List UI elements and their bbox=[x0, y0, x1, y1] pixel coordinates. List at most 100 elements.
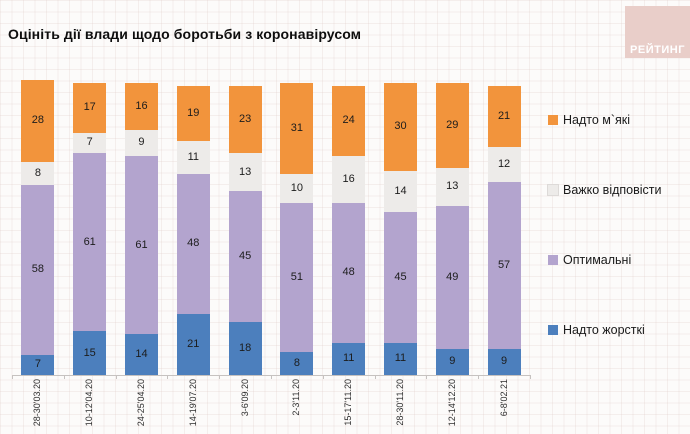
segment-value: 48 bbox=[342, 266, 355, 279]
stacked-bar: 30 14 45 11 bbox=[383, 83, 417, 375]
stacked-bar: 29 13 49 9 bbox=[435, 83, 469, 375]
segment-value: 45 bbox=[394, 270, 407, 283]
x-axis-label: 24-25'04.20 bbox=[135, 379, 146, 427]
segment-value: 57 bbox=[497, 259, 511, 272]
bar-segment: 24 bbox=[332, 85, 366, 157]
stacked-bar: 23 13 45 18 bbox=[228, 85, 262, 375]
segment-value: 21 bbox=[187, 337, 200, 350]
stacked-bar: 24 16 48 11 bbox=[332, 85, 366, 375]
segment-value: 10 bbox=[290, 181, 303, 194]
legend-label: Надто м`які bbox=[563, 113, 631, 127]
axis-tick bbox=[530, 375, 531, 379]
segment-value: 9 bbox=[449, 355, 456, 368]
bar-segment: 9 bbox=[124, 129, 158, 157]
axis-tick bbox=[167, 375, 169, 379]
bar-group: 29 13 49 9 bbox=[426, 55, 478, 375]
bar-segment: 48 bbox=[176, 173, 210, 314]
axis-tick bbox=[322, 375, 324, 379]
segment-value: 31 bbox=[290, 121, 303, 134]
bar-segment: 7 bbox=[21, 354, 55, 375]
bar-segment: 30 bbox=[383, 83, 417, 171]
segment-value: 7 bbox=[34, 358, 41, 371]
bar-group: 31 10 51 8 bbox=[271, 55, 323, 375]
bar-segment: 7 bbox=[73, 132, 107, 154]
stacked-bar: 28 8 58 7 bbox=[21, 80, 55, 375]
legend-item: Надто жорсткі bbox=[548, 322, 662, 338]
segment-value: 13 bbox=[446, 180, 459, 193]
x-axis-label: 10-12'04.20 bbox=[84, 379, 95, 427]
x-axis-label: 12-14'12.20 bbox=[446, 379, 457, 427]
segment-value: 9 bbox=[501, 355, 508, 368]
bar-segment: 61 bbox=[124, 156, 158, 335]
segment-value: 45 bbox=[238, 250, 252, 263]
legend-label: Важко відповісти bbox=[563, 183, 662, 197]
legend-label: Надто жорсткі bbox=[563, 323, 645, 337]
segment-value: 11 bbox=[342, 352, 355, 365]
segment-value: 28 bbox=[31, 114, 45, 127]
bar-segment: 8 bbox=[280, 351, 314, 375]
rating-logo-text: РЕЙТИНГ bbox=[630, 44, 685, 56]
segment-value: 15 bbox=[83, 346, 96, 359]
bar-segment: 45 bbox=[383, 211, 417, 343]
segment-value: 61 bbox=[135, 238, 148, 251]
bar-segment: 16 bbox=[124, 83, 158, 130]
axis-tick bbox=[271, 375, 272, 379]
chart-legend: Надто м`які Важко відповісти Оптимальні Над… bbox=[547, 112, 662, 392]
x-axis-label: 3-6'09.20 bbox=[239, 379, 250, 417]
segment-value: 48 bbox=[187, 237, 200, 250]
x-axis-label: 14-19'07.20 bbox=[187, 379, 198, 427]
legend-label: Оптимальні bbox=[563, 253, 632, 267]
bar-segment: 31 bbox=[280, 83, 314, 174]
x-axis-label-cell: 14-19'07.20 bbox=[167, 379, 219, 433]
segment-value: 51 bbox=[290, 270, 303, 283]
segment-value: 58 bbox=[31, 263, 45, 276]
page-title: Оцініть дії влади щодо боротьби з корона… bbox=[8, 26, 362, 42]
x-axis-label-cell: 3-6'09.20 bbox=[219, 379, 271, 433]
bar-segment: 21 bbox=[176, 313, 210, 375]
rating-logo: РЕЙТИНГ bbox=[625, 6, 690, 58]
x-axis-ticks bbox=[12, 375, 531, 380]
bar-group: 17 7 61 15 bbox=[64, 55, 116, 375]
segment-value: 7 bbox=[86, 136, 93, 149]
segment-value: 12 bbox=[497, 158, 511, 171]
bar-segment: 9 bbox=[487, 348, 521, 375]
bar-segment: 12 bbox=[487, 147, 521, 183]
axis-tick bbox=[426, 375, 428, 379]
bar-segment: 18 bbox=[228, 322, 262, 375]
x-axis-label-cell: 12-14'12.20 bbox=[426, 379, 478, 433]
stacked-bar: 19 11 48 21 bbox=[176, 85, 210, 375]
bar-segment: 19 bbox=[176, 85, 210, 142]
bar-segment: 58 bbox=[21, 185, 55, 355]
bar-segment: 21 bbox=[487, 85, 521, 148]
stacked-bar-chart: 28 8 58 7 17 7 61 15 16 9 61 14 19 11 48 21 23 13 45 18 31 10… bbox=[12, 55, 530, 376]
bar-segment: 14 bbox=[124, 334, 158, 375]
x-axis-label: 28-30'11.20 bbox=[394, 379, 405, 426]
stacked-bar: 17 7 61 15 bbox=[73, 83, 107, 375]
segment-value: 11 bbox=[394, 352, 407, 365]
bar-segment: 11 bbox=[383, 342, 417, 375]
bar-segment: 8 bbox=[21, 161, 55, 186]
bar-segment: 13 bbox=[435, 167, 469, 206]
segment-value: 14 bbox=[394, 184, 407, 197]
legend-swatch bbox=[548, 325, 558, 335]
bar-group: 16 9 61 14 bbox=[116, 55, 168, 375]
segment-value: 19 bbox=[187, 107, 200, 120]
legend-item: Важко відповісти bbox=[547, 182, 662, 198]
bar-group: 24 16 48 11 bbox=[323, 55, 375, 375]
segment-value: 29 bbox=[446, 118, 459, 131]
bar-segment: 13 bbox=[228, 153, 262, 192]
segment-value: 18 bbox=[238, 342, 252, 355]
bar-segment: 10 bbox=[280, 173, 314, 203]
bar-segment: 16 bbox=[332, 156, 366, 203]
bar-segment: 28 bbox=[21, 80, 55, 162]
x-axis-label-cell: 10-12'04.20 bbox=[64, 379, 116, 433]
segment-value: 8 bbox=[293, 356, 300, 369]
bar-segment: 49 bbox=[435, 205, 469, 349]
segment-value: 16 bbox=[342, 172, 355, 185]
axis-tick bbox=[115, 375, 117, 379]
x-axis-label-cell: 28-30'03.20 bbox=[12, 379, 64, 433]
legend-item: Надто м`які bbox=[548, 112, 662, 128]
axis-tick bbox=[63, 375, 65, 379]
bar-segment: 17 bbox=[73, 83, 107, 133]
